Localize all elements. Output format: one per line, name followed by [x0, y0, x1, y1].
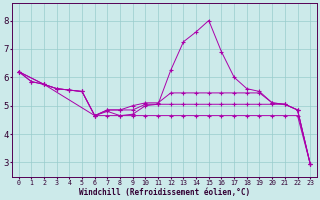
- X-axis label: Windchill (Refroidissement éolien,°C): Windchill (Refroidissement éolien,°C): [79, 188, 250, 197]
